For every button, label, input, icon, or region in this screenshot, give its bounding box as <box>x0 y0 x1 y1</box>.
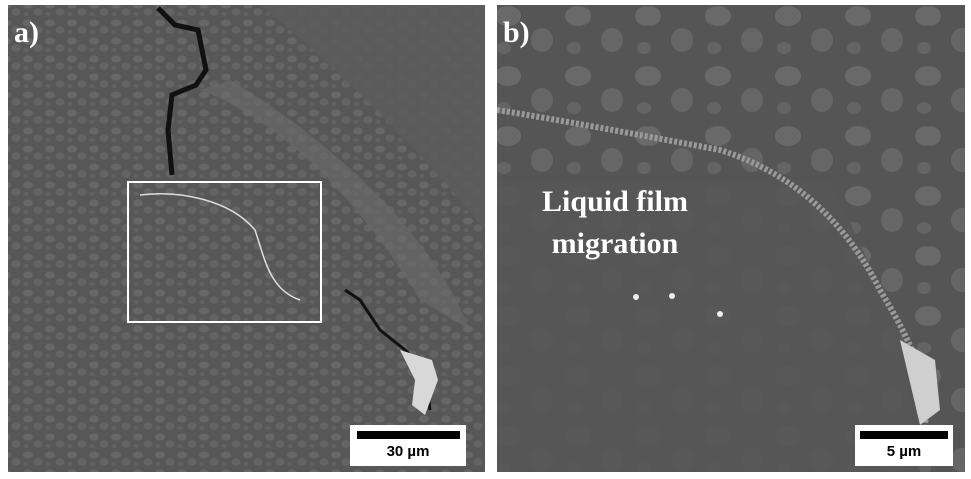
scale-bar <box>357 431 460 439</box>
annotation: Liquid film <box>542 185 688 218</box>
annotation: migration <box>552 227 679 260</box>
scale-bar <box>860 431 948 439</box>
scale-bar-label: 5 µm <box>887 443 922 460</box>
figure: a) 30 µm b) Liquid film migration 5 µm <box>0 0 971 479</box>
panel-label: a) <box>14 16 39 49</box>
panel-a-image <box>8 5 485 472</box>
panel-label: b) <box>503 16 530 49</box>
page: {"panels": [ {"label": "a)", "scale_bar"… <box>0 0 971 479</box>
scale-bar-label: 30 µm <box>387 443 430 460</box>
